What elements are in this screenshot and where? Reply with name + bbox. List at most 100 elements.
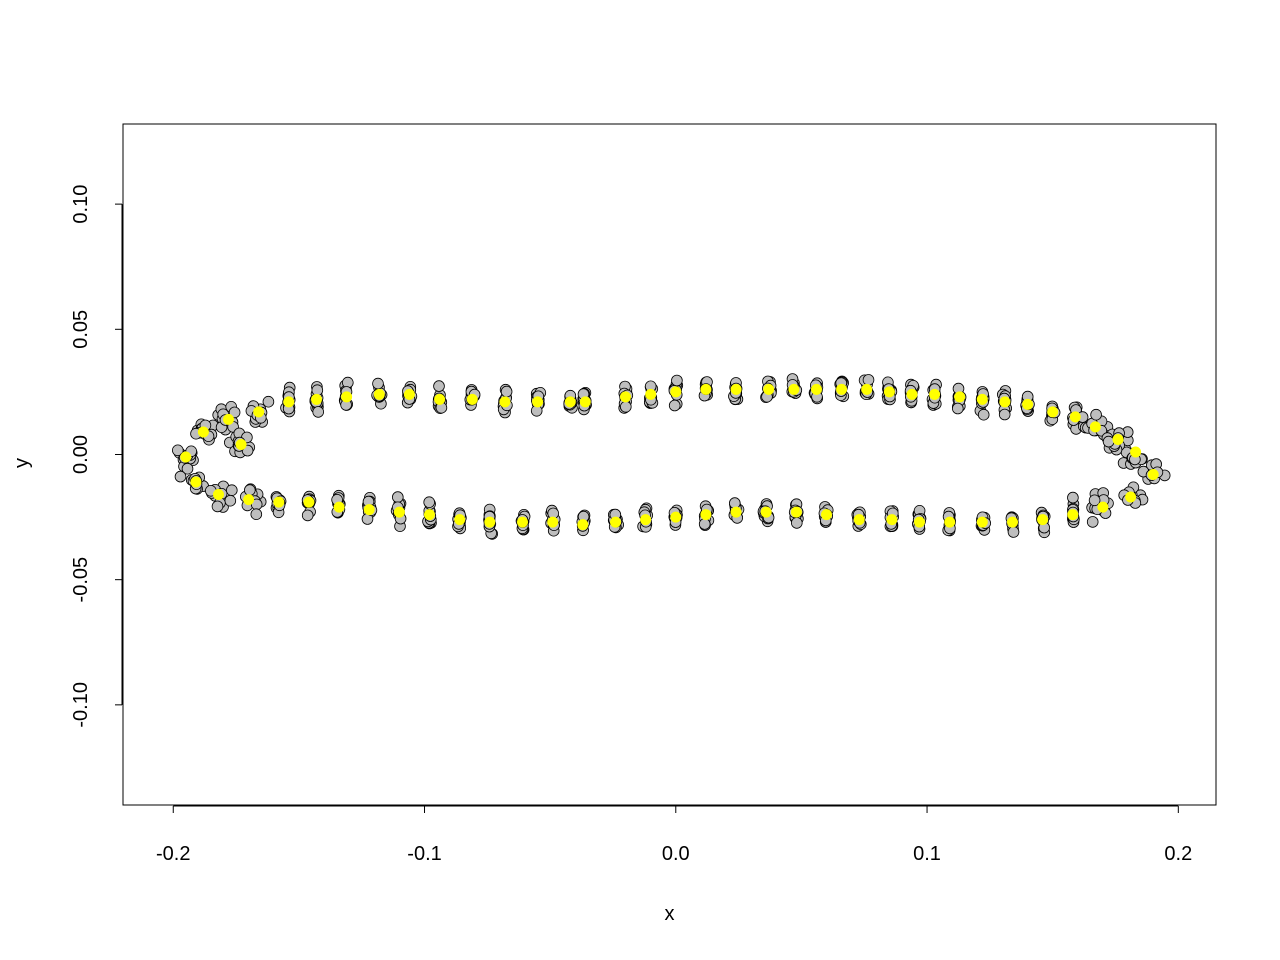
mean-point (976, 516, 988, 528)
mean-point (499, 396, 511, 408)
mean-point (906, 388, 918, 400)
sample-point (951, 402, 964, 415)
mean-point (763, 383, 775, 395)
plot-frame (122, 123, 1217, 806)
sample-point (372, 377, 384, 390)
sample-point (1102, 435, 1115, 448)
mean-point (579, 396, 591, 408)
sample-point (500, 385, 513, 398)
mean-point (609, 516, 621, 528)
sample-point (433, 380, 445, 392)
y-axis: -0.10 -0.05 0.00 0.05 0.10 (70, 185, 123, 728)
points-layer (172, 373, 1171, 540)
mean-point (253, 406, 265, 418)
sample-point (312, 406, 325, 418)
sample-point (862, 374, 875, 386)
mean-point (1067, 509, 1079, 521)
sample-point (211, 500, 224, 513)
sample-point (226, 484, 238, 497)
mean-point (1097, 501, 1109, 513)
mean-point (454, 514, 466, 526)
mean-point (423, 509, 435, 521)
mean-point (303, 496, 315, 508)
mean-point (1037, 514, 1049, 526)
mean-point (670, 511, 682, 523)
x-tick-label: 0.0 (662, 843, 690, 865)
y-tick-label: 0.00 (70, 435, 92, 474)
mean-point (700, 383, 712, 395)
mean-point (883, 386, 895, 398)
mean-point (670, 386, 682, 398)
sample-point (977, 408, 990, 421)
mean-point (861, 383, 873, 395)
mean-point (944, 516, 956, 528)
sample-point (301, 509, 314, 522)
mean-point (760, 506, 772, 518)
y-tick-label: -0.10 (70, 682, 92, 728)
mean-point (235, 438, 247, 450)
sample-point (1090, 408, 1102, 421)
mean-point (516, 516, 528, 528)
y-axis-title: y (11, 458, 33, 468)
sample-point (423, 496, 436, 509)
x-tick-label: -0.1 (407, 843, 441, 865)
mean-point (1047, 406, 1059, 418)
sample-point (1086, 516, 1099, 528)
mean-point (1130, 446, 1142, 458)
mean-point (403, 388, 415, 400)
y-tick-label: -0.05 (70, 557, 92, 603)
sample-point (698, 518, 711, 530)
mean-point (373, 388, 385, 400)
mean-point (180, 451, 192, 463)
mean-point (976, 393, 988, 405)
sample-point (790, 517, 803, 529)
mean-point (836, 383, 848, 395)
mean-point (619, 391, 631, 403)
mean-point (730, 506, 742, 518)
mean-point (640, 514, 652, 526)
sample-point (174, 470, 187, 483)
mean-point (273, 496, 285, 508)
mean-point (913, 516, 925, 528)
mean-point (645, 388, 657, 400)
mean-point (333, 501, 345, 513)
sample-point (1088, 494, 1101, 507)
mean-point (1069, 411, 1081, 423)
mean-point (484, 516, 496, 528)
mean-point (790, 506, 802, 518)
sample-point (1007, 526, 1020, 538)
sample-point (181, 462, 194, 475)
mean-point (1089, 421, 1101, 433)
mean-point (223, 413, 235, 425)
mean-point (393, 506, 405, 518)
sample-point (224, 494, 237, 507)
x-tick-label: -0.2 (156, 843, 190, 865)
mean-point (853, 514, 865, 526)
sample-point (1067, 491, 1079, 504)
mean-point (434, 393, 446, 405)
mean-point (730, 383, 742, 395)
mean-point (577, 519, 589, 531)
x-axis-title: x (665, 903, 675, 925)
mean-point (820, 509, 832, 521)
mean-point (243, 494, 255, 506)
sample-point (172, 444, 184, 457)
sample-point (391, 491, 404, 503)
mean-point (810, 383, 822, 395)
mean-point (564, 396, 576, 408)
mean-point (532, 396, 544, 408)
mean-point (466, 393, 478, 405)
mean-point (886, 514, 898, 526)
mean-point (1006, 516, 1018, 528)
x-tick-label: 0.1 (913, 843, 941, 865)
sample-point (998, 408, 1011, 421)
sample-point (244, 484, 256, 496)
sample-point (250, 508, 263, 521)
sample-point (668, 399, 681, 412)
mean-point (788, 383, 800, 395)
mean-point (929, 388, 941, 400)
mean-point (363, 504, 375, 516)
mean-point (310, 393, 322, 405)
x-tick-label: 0.2 (1164, 843, 1192, 865)
